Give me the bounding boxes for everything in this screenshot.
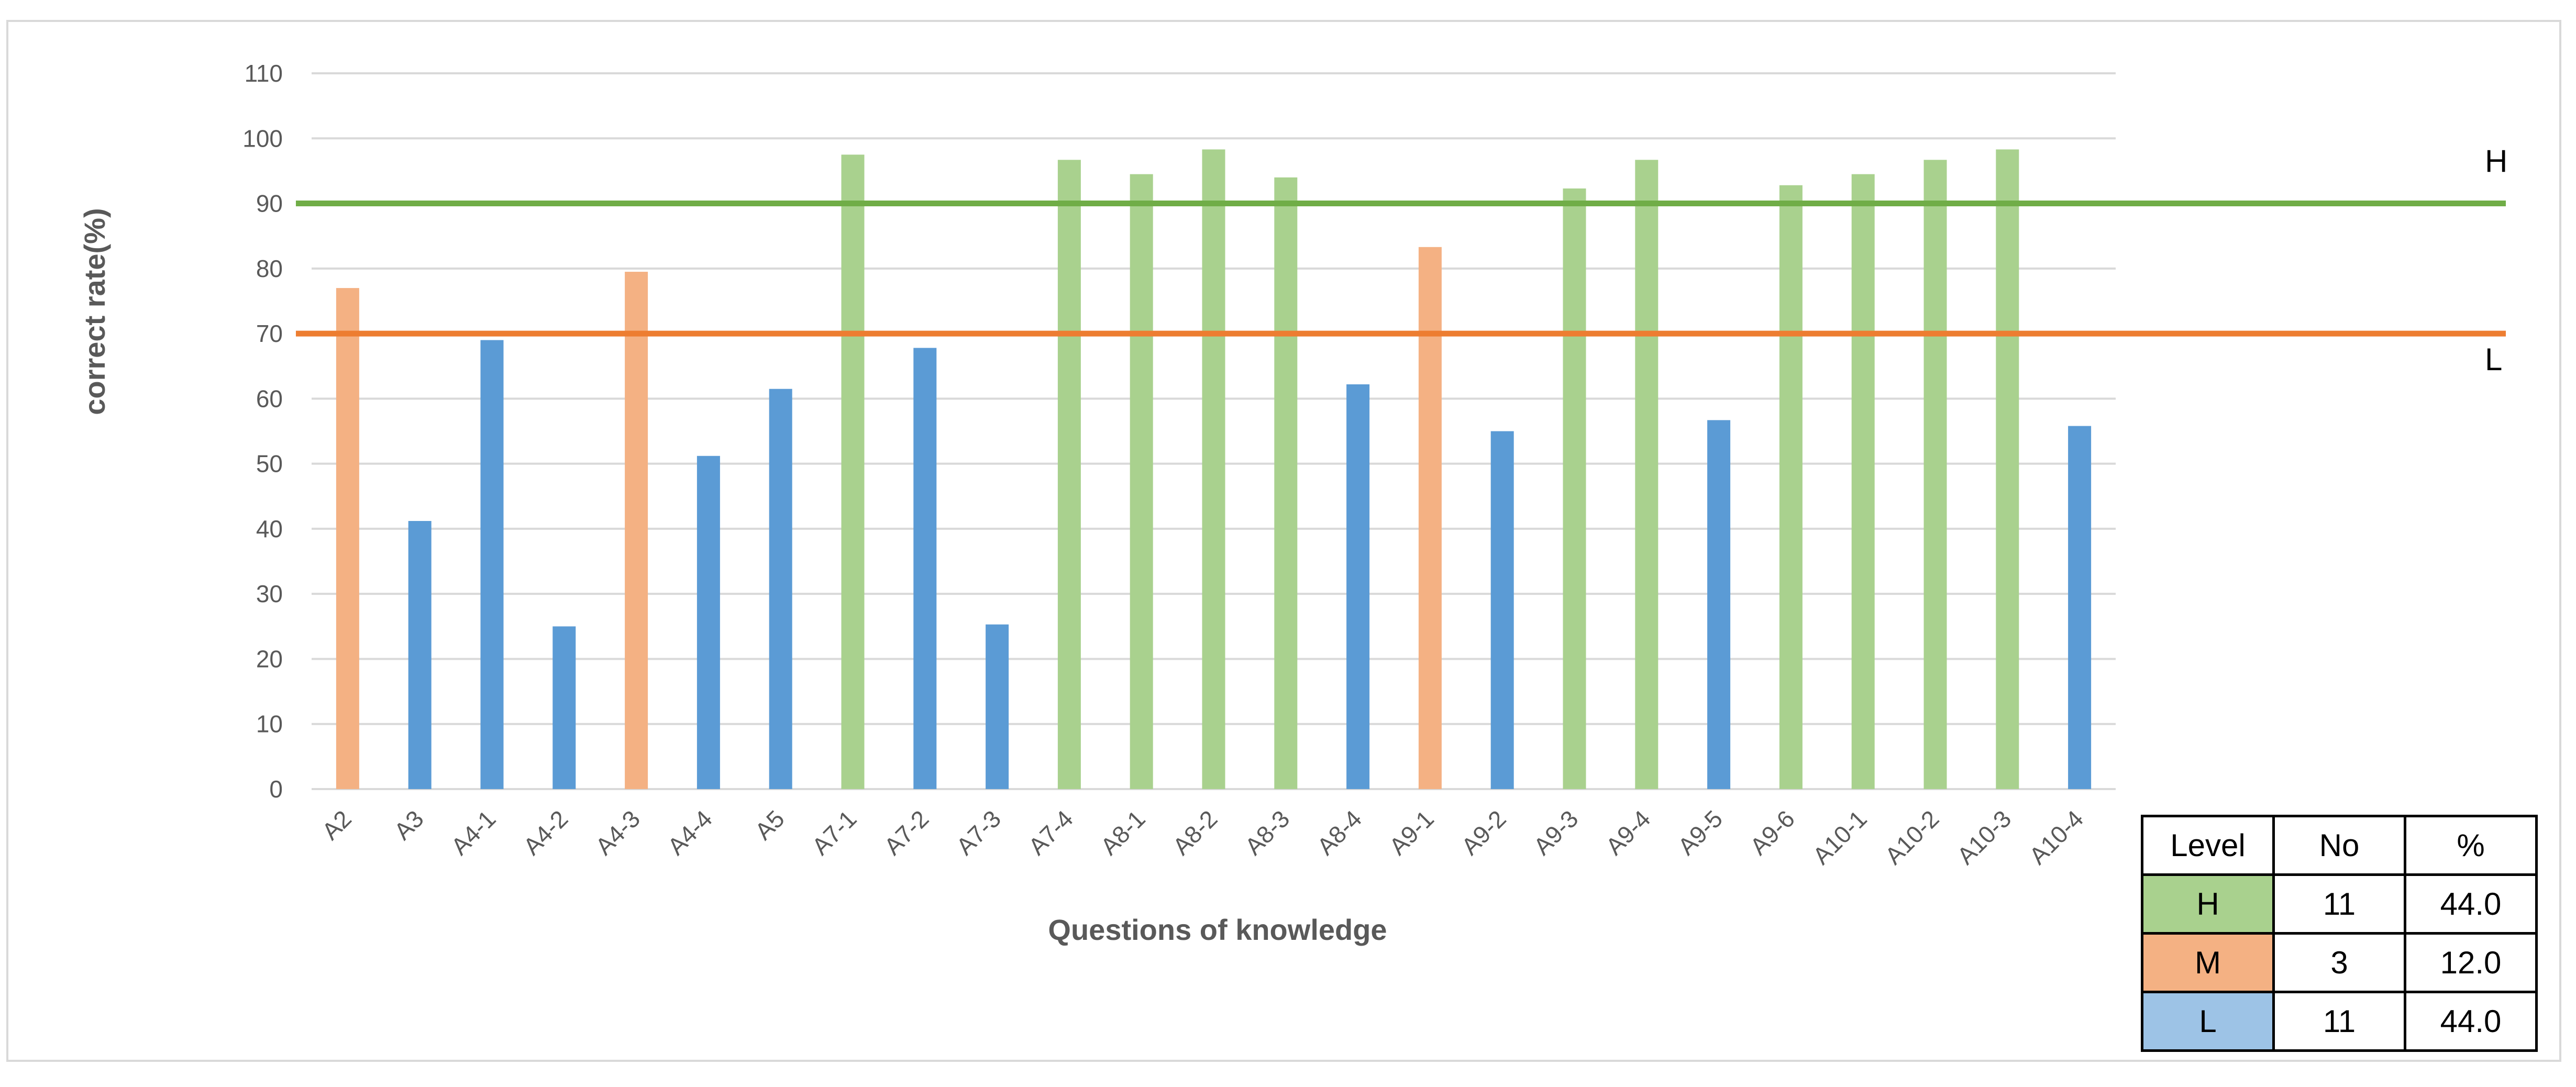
x-tick-label: A3 bbox=[389, 805, 429, 845]
y-tick-label: 100 bbox=[242, 125, 283, 152]
level-cell-l: L bbox=[2141, 991, 2275, 1052]
x-tick-label: A8-1 bbox=[1095, 805, 1150, 860]
count-cell-m: 3 bbox=[2272, 932, 2406, 993]
x-tick-label: A8-2 bbox=[1167, 805, 1222, 860]
bar-a8-1 bbox=[1130, 174, 1153, 789]
y-tick-label: 60 bbox=[256, 385, 283, 412]
bar-a8-4 bbox=[1346, 384, 1370, 789]
x-tick-label: A4-2 bbox=[518, 805, 573, 860]
bar-a9-5 bbox=[1707, 420, 1731, 789]
bar-a9-3 bbox=[1563, 188, 1586, 789]
x-tick-label: A4-1 bbox=[446, 805, 501, 860]
bar-a2 bbox=[336, 288, 359, 789]
bar-a8-2 bbox=[1202, 149, 1225, 790]
x-tick-label: A7-1 bbox=[806, 805, 861, 860]
bar-a4-4 bbox=[696, 456, 720, 789]
x-tick-label: A10-2 bbox=[1880, 805, 1944, 870]
level-cell-h: H bbox=[2141, 873, 2275, 935]
x-tick-label: A9-4 bbox=[1600, 805, 1655, 860]
reference-label-h: H bbox=[2485, 144, 2507, 179]
table-row-h: H 11 44.0 bbox=[2141, 873, 2538, 935]
bar-a5 bbox=[769, 389, 792, 789]
header-level: Level bbox=[2141, 815, 2275, 876]
percent-cell-l: 44.0 bbox=[2404, 991, 2538, 1052]
x-tick-label: A9-6 bbox=[1744, 805, 1799, 860]
reference-label-l: L bbox=[2485, 342, 2502, 377]
y-tick-label: 10 bbox=[256, 711, 283, 738]
bar-a7-4 bbox=[1057, 160, 1081, 789]
bar-a9-6 bbox=[1779, 185, 1803, 790]
bar-a7-3 bbox=[986, 624, 1009, 789]
y-tick-label: 80 bbox=[256, 255, 283, 282]
percent-cell-h: 44.0 bbox=[2404, 873, 2538, 935]
table-header-row: Level No % bbox=[2141, 815, 2538, 876]
bar-a9-2 bbox=[1490, 431, 1514, 789]
y-tick-label: 0 bbox=[269, 775, 283, 803]
x-tick-label: A4-4 bbox=[662, 805, 717, 860]
x-tick-label: A7-3 bbox=[951, 805, 1006, 860]
x-tick-label: A2 bbox=[316, 805, 357, 845]
bar-a10-4 bbox=[2068, 426, 2092, 789]
x-tick-label: A7-4 bbox=[1023, 805, 1078, 860]
bar-a10-2 bbox=[1923, 160, 1947, 789]
bar-a4-1 bbox=[480, 340, 504, 789]
x-tick-label: A9-2 bbox=[1456, 805, 1511, 860]
x-axis-title: Questions of knowledge bbox=[1048, 913, 1387, 946]
x-tick-label: A8-3 bbox=[1240, 805, 1295, 860]
level-summary-table: Level No % H 11 44.0 M 3 12.0 L 11 44.0 bbox=[2141, 815, 2538, 1052]
y-axis-title: correct rate(%) bbox=[78, 208, 111, 415]
x-tick-label: A10-3 bbox=[1952, 805, 2017, 870]
x-tick-label: A8-4 bbox=[1312, 805, 1367, 860]
bar-a7-1 bbox=[841, 154, 865, 789]
y-tick-label: 110 bbox=[245, 60, 283, 87]
y-tick-label: 70 bbox=[256, 320, 283, 347]
header-no: No bbox=[2272, 815, 2406, 876]
header-percent: % bbox=[2404, 815, 2538, 876]
y-tick-label: 20 bbox=[256, 645, 283, 672]
x-tick-label: A5 bbox=[749, 805, 790, 845]
bar-a4-2 bbox=[552, 626, 576, 789]
table-row-l: L 11 44.0 bbox=[2141, 991, 2538, 1052]
bar-a7-2 bbox=[913, 348, 937, 789]
x-tick-label: A9-1 bbox=[1384, 805, 1439, 860]
bar-a10-3 bbox=[1996, 149, 2019, 790]
bar-a9-1 bbox=[1418, 247, 1442, 789]
bar-a9-4 bbox=[1635, 160, 1659, 789]
x-tick-label: A10-4 bbox=[2024, 805, 2089, 870]
bar-a3 bbox=[408, 520, 432, 789]
x-tick-label: A9-5 bbox=[1673, 805, 1728, 860]
bar-a4-3 bbox=[625, 272, 648, 789]
count-cell-l: 11 bbox=[2272, 991, 2406, 1052]
y-tick-label: 30 bbox=[256, 580, 283, 607]
x-tick-label: A7-2 bbox=[879, 805, 934, 860]
y-tick-label: 50 bbox=[256, 450, 283, 478]
count-cell-h: 11 bbox=[2272, 873, 2406, 935]
table-row-m: M 3 12.0 bbox=[2141, 932, 2538, 993]
y-tick-label: 90 bbox=[256, 190, 283, 217]
x-tick-label: A4-3 bbox=[590, 805, 645, 860]
x-tick-label: A9-3 bbox=[1528, 805, 1583, 860]
percent-cell-m: 12.0 bbox=[2404, 932, 2538, 993]
y-tick-label: 40 bbox=[256, 515, 283, 542]
bar-a10-1 bbox=[1851, 174, 1875, 789]
x-tick-label: A10-1 bbox=[1807, 805, 1872, 870]
bar-a8-3 bbox=[1274, 177, 1298, 789]
level-cell-m: M bbox=[2141, 932, 2275, 993]
